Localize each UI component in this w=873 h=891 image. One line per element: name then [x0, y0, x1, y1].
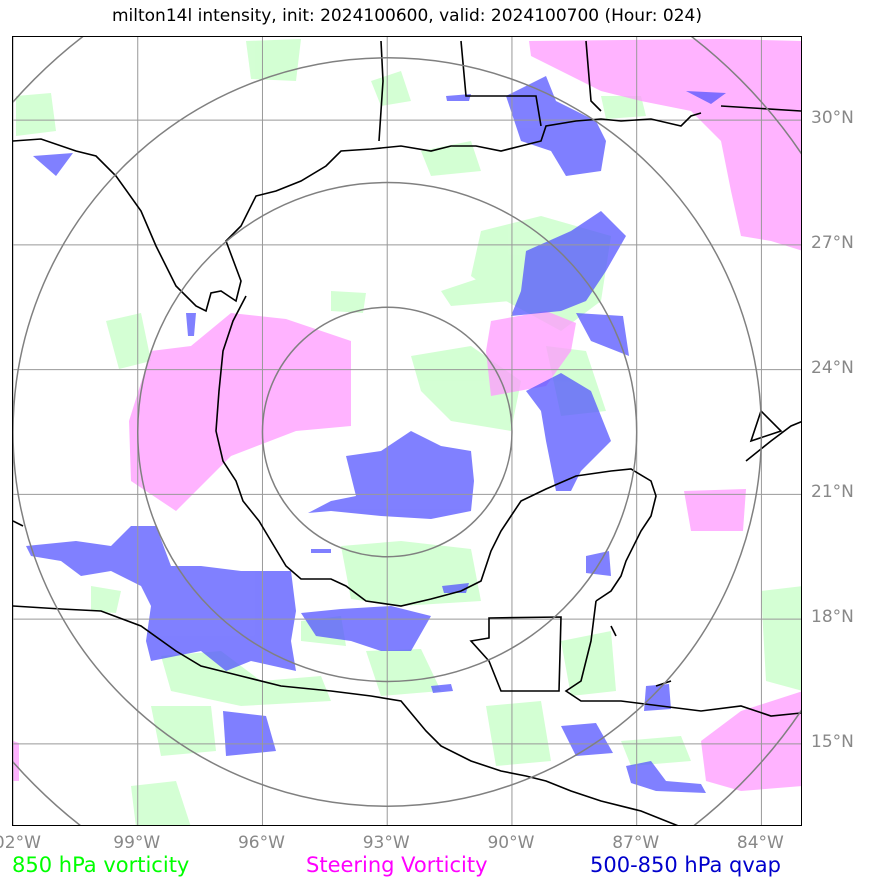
vort850-region — [106, 313, 151, 369]
legend-850hpa-vorticity: 850 hPa vorticity — [12, 853, 190, 877]
longitude-label: 90°W — [487, 833, 535, 853]
qvap-region — [308, 431, 474, 519]
map-area — [12, 36, 802, 826]
vort850-region — [371, 71, 411, 106]
country-border — [13, 520, 24, 527]
latitude-label: 30°N — [811, 108, 854, 129]
range-ring — [261, 306, 513, 558]
longitude-label: 96°W — [237, 833, 285, 853]
steering-region — [486, 311, 576, 396]
coastlines — [13, 40, 801, 825]
cuba-coastline — [749, 409, 783, 443]
steering-region — [13, 741, 19, 781]
latitude-label: 15°N — [811, 731, 854, 752]
vort850-region — [366, 649, 441, 696]
qvap-region — [561, 723, 613, 756]
qvap-region — [223, 711, 276, 756]
vort850-region — [331, 291, 366, 313]
vort850-region — [16, 93, 56, 136]
qvap-region — [186, 313, 196, 336]
gulf-coastline — [13, 112, 702, 313]
vort850-region — [621, 736, 691, 766]
longitude-label: 102°W — [0, 833, 41, 853]
qvap-region — [431, 684, 453, 693]
map-title: milton14l intensity, init: 2024100600, v… — [111, 6, 702, 26]
country-border — [720, 105, 801, 112]
mexico-gulf-coastline — [215, 295, 657, 607]
central-america-coast — [564, 600, 801, 717]
steering-region — [529, 39, 801, 251]
vort850-region — [161, 651, 331, 706]
qvap-region — [446, 94, 471, 101]
vort850-region — [131, 781, 191, 825]
vort850-region — [246, 39, 301, 81]
qvap-region — [626, 761, 706, 793]
legend-qvap: 500-850 hPa qvap — [590, 853, 781, 877]
qvap-region — [576, 313, 629, 356]
latitude-label: 18°N — [811, 607, 854, 628]
country-border — [585, 40, 602, 112]
qvap-region — [526, 373, 611, 491]
latitude-label: 27°N — [811, 232, 854, 253]
vort850-region — [761, 586, 801, 691]
steering-region — [684, 489, 746, 531]
qvap-region — [311, 549, 331, 553]
yucatan-islands — [610, 625, 617, 637]
vort850-region — [561, 631, 616, 696]
mexico-pacific-coastline — [13, 605, 679, 825]
latitude-label: 21°N — [811, 482, 854, 503]
country-border — [460, 40, 542, 127]
range-ring — [136, 181, 638, 683]
vort850-region — [341, 541, 481, 606]
qvap-region — [33, 153, 73, 176]
country-border — [378, 40, 384, 142]
longitude-label: 93°W — [362, 833, 410, 853]
range-ring — [13, 57, 763, 807]
steering-vorticity-layer — [13, 39, 801, 791]
vort850-region — [441, 271, 511, 306]
longitude-label: 84°W — [736, 833, 784, 853]
longitude-label: 87°W — [612, 833, 660, 853]
longitude-label: 99°W — [113, 833, 161, 853]
range-rings — [13, 37, 801, 825]
vort850-region — [151, 706, 216, 756]
map-canvas — [13, 37, 801, 825]
country-border — [469, 616, 562, 692]
vort850-region — [486, 701, 551, 766]
steering-region — [129, 313, 351, 511]
legend-steering-vorticity: Steering Vorticity — [306, 853, 488, 877]
qvap-region — [686, 91, 726, 104]
qvap-region — [301, 606, 431, 651]
latitude-label: 24°N — [811, 357, 854, 378]
vort850-region — [601, 96, 646, 119]
vort850-region — [91, 586, 121, 613]
qvap-layer — [26, 76, 726, 793]
qvap-region — [506, 76, 606, 176]
cuba-coastline — [745, 420, 801, 462]
qvap-region — [26, 526, 296, 671]
steering-region — [701, 691, 801, 791]
qvap-region — [511, 211, 626, 316]
